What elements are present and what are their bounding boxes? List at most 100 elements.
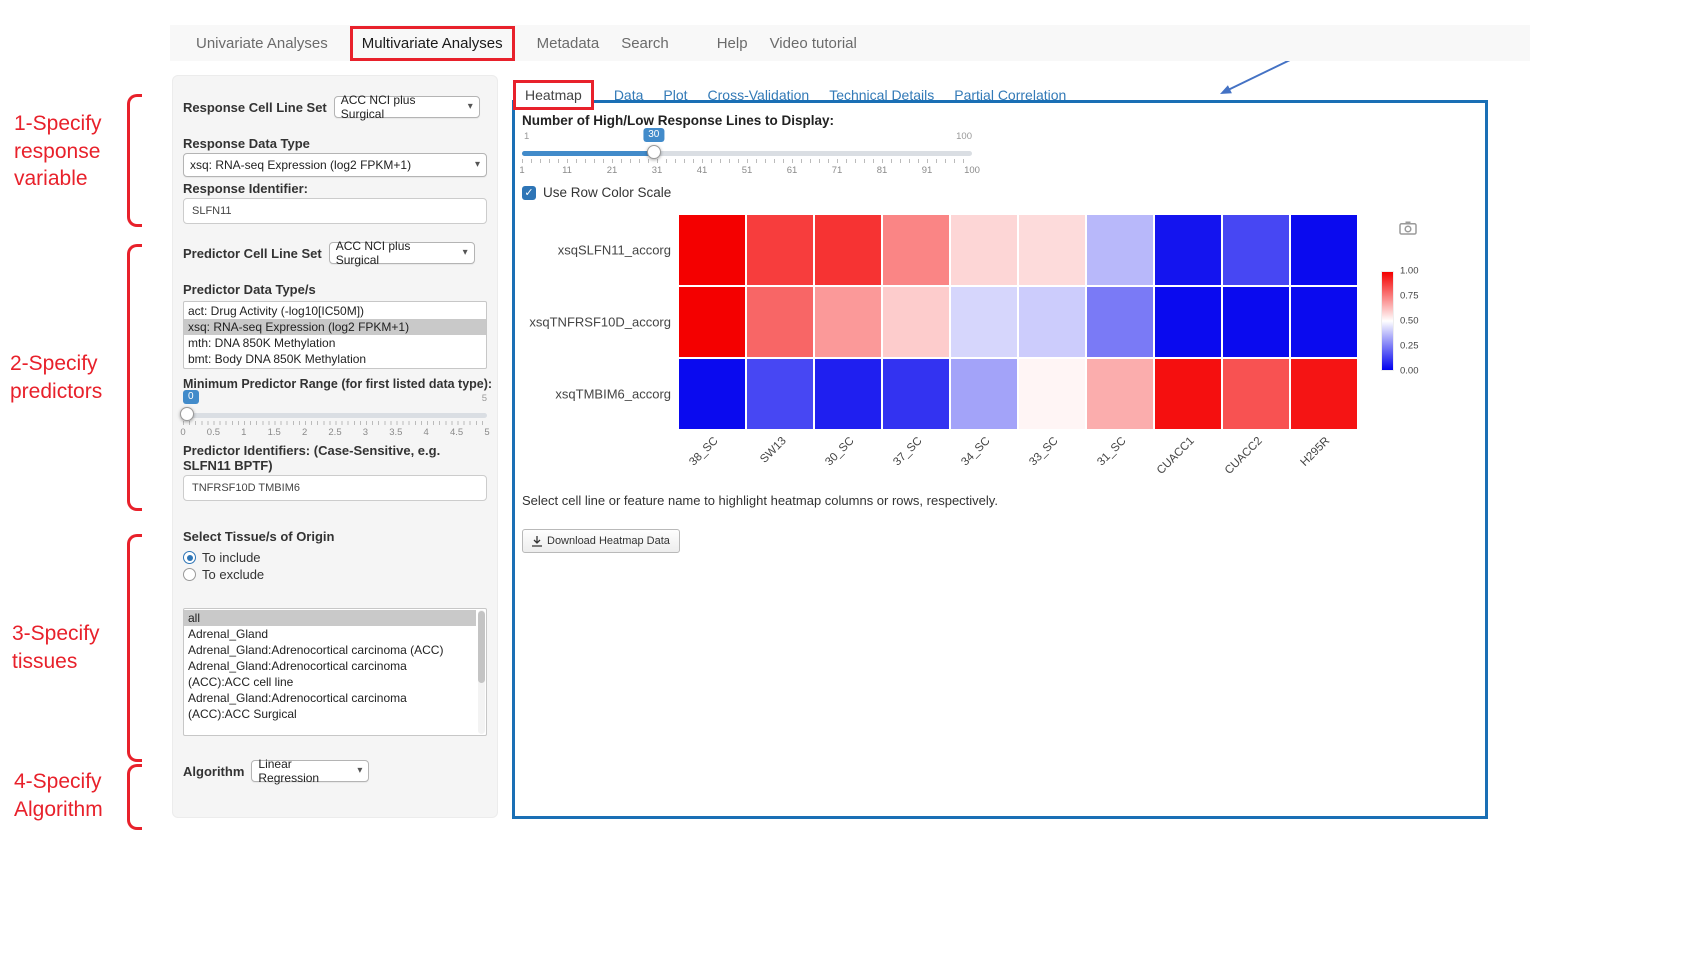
- heatmap-cell[interactable]: [1087, 287, 1153, 357]
- predictor-data-type-option[interactable]: xsq: RNA-seq Expression (log2 FPKM+1): [184, 319, 486, 335]
- tab-plot[interactable]: Plot: [663, 87, 688, 103]
- heatmap-cell[interactable]: [883, 215, 949, 285]
- nav-item-search[interactable]: Search: [621, 34, 669, 52]
- response-lines-slider[interactable]: 1 100 1 11 21 31 41 51 61 71 81 91 100 30: [519, 128, 980, 177]
- tissue-option[interactable]: Adrenal_Gland:Adrenocortical carcinoma (…: [188, 659, 407, 689]
- heatmap-cell[interactable]: [1155, 215, 1221, 285]
- heatmap-row-label[interactable]: xsqTNFRSF10D_accorg: [529, 314, 671, 330]
- annotation-bracket-4: [127, 764, 142, 830]
- colorbar-tick-label: 1.00: [1400, 265, 1419, 277]
- use-row-color-scale-checkbox[interactable]: ✓: [522, 185, 536, 200]
- heatmap-col-label[interactable]: CUACC1: [1154, 435, 1197, 477]
- tissue-option[interactable]: Adrenal_Gland:Adrenocortical carcinoma (…: [188, 643, 444, 657]
- heatmap-row-label[interactable]: xsqTMBIM6_accorg: [555, 386, 671, 402]
- tab-cross-validation[interactable]: Cross-Validation: [707, 87, 810, 103]
- slider-max-label: 100: [956, 131, 972, 142]
- nav-item-video-tutorial[interactable]: Video tutorial: [769, 34, 857, 52]
- heatmap-cell[interactable]: [1155, 287, 1221, 357]
- nav-item-multivariate-analyses[interactable]: Multivariate Analyses: [349, 25, 515, 61]
- heatmap-cell[interactable]: [815, 215, 881, 285]
- heatmap-cell[interactable]: [951, 359, 1017, 429]
- min-predictor-range-slider[interactable]: 0 5 00.511.522.533.544.55 0: [180, 390, 490, 439]
- heatmap-cell[interactable]: [1223, 215, 1289, 285]
- predictor-data-type-listbox[interactable]: act: Drug Activity (-log10[IC50M]) xsq: R…: [183, 301, 487, 369]
- tab-partial-correlation[interactable]: Partial Correlation: [954, 87, 1067, 103]
- tissue-option[interactable]: all: [184, 610, 476, 626]
- heatmap-cell[interactable]: [883, 359, 949, 429]
- response-data-type-select[interactable]: xsq: RNA-seq Expression (log2 FPKM+1) ▾: [183, 153, 487, 177]
- to-include-radio[interactable]: [183, 551, 196, 564]
- slider-value-badge: 0: [183, 390, 199, 404]
- heatmap-cell[interactable]: [1155, 359, 1221, 429]
- slider-tick-label: 0: [180, 427, 186, 438]
- predictor-data-types-label: Predictor Data Type/s: [183, 282, 316, 297]
- heatmap-cell[interactable]: [1291, 215, 1357, 285]
- to-exclude-radio[interactable]: [183, 568, 196, 581]
- slider-tick-label: 11: [562, 165, 572, 176]
- slider-handle[interactable]: [180, 407, 194, 421]
- response-cell-line-set-value: ACC NCI plus Surgical: [340, 93, 416, 121]
- heatmap-col-label[interactable]: 30_SC: [823, 435, 857, 469]
- predictor-cell-line-set-select[interactable]: ACC NCI plus Surgical ▾: [328, 239, 475, 267]
- scrollbar-track[interactable]: [478, 610, 485, 734]
- response-cell-line-set-select[interactable]: ACC NCI plus Surgical ▾: [333, 93, 480, 121]
- heatmap-cell[interactable]: [1019, 215, 1085, 285]
- heatmap-cell[interactable]: [747, 215, 813, 285]
- heatmap-col-label[interactable]: 31_SC: [1095, 435, 1129, 469]
- heatmap-cell[interactable]: [1291, 359, 1357, 429]
- heatmap-panel: Number of High/Low Response Lines to Dis…: [512, 100, 1488, 819]
- tab-data[interactable]: Data: [613, 87, 644, 103]
- tissue-listbox[interactable]: all Adrenal_Gland Adrenal_Gland:Adrenocort…: [183, 608, 487, 736]
- heatmap-col-label[interactable]: 34_SC: [959, 435, 993, 469]
- predictor-identifiers-input[interactable]: [183, 475, 487, 501]
- response-identifier-input[interactable]: [183, 198, 487, 224]
- heatmap-col-label[interactable]: CUACC2: [1222, 435, 1265, 477]
- heatmap-cell[interactable]: [1291, 287, 1357, 357]
- heatmap-cell[interactable]: [679, 287, 745, 357]
- tissue-option[interactable]: Adrenal_Gland: [188, 627, 269, 641]
- scrollbar-thumb[interactable]: [478, 611, 485, 683]
- heatmap-cell[interactable]: [1087, 215, 1153, 285]
- heatmap-cell[interactable]: [951, 287, 1017, 357]
- heatmap-cell[interactable]: [951, 215, 1017, 285]
- heatmap-cells: [679, 215, 1357, 429]
- tab-technical-details[interactable]: Technical Details: [829, 87, 935, 103]
- heatmap-cell[interactable]: [883, 287, 949, 357]
- heatmap-cell[interactable]: [679, 215, 745, 285]
- heatmap-cell[interactable]: [815, 287, 881, 357]
- heatmap-cell[interactable]: [747, 287, 813, 357]
- predictor-data-type-option[interactable]: act: Drug Activity (-log10[IC50M]): [188, 304, 365, 318]
- heatmap-cell[interactable]: [1223, 287, 1289, 357]
- camera-icon[interactable]: [1399, 221, 1417, 235]
- heatmap-cell[interactable]: [747, 359, 813, 429]
- heatmap-row-label[interactable]: xsqSLFN11_accorg: [557, 242, 671, 258]
- heatmap-cell[interactable]: [679, 359, 745, 429]
- heatmap-cell[interactable]: [1223, 359, 1289, 429]
- to-exclude-label: To exclude: [202, 567, 265, 582]
- nav-item-univariate-analyses[interactable]: Univariate Analyses: [196, 34, 328, 52]
- slider-track[interactable]: [183, 413, 487, 418]
- heatmap-cell[interactable]: [1087, 359, 1153, 429]
- nav-item-metadata[interactable]: Metadata: [536, 34, 600, 52]
- download-heatmap-data-button[interactable]: Download Heatmap Data: [522, 529, 680, 553]
- nav-item-help[interactable]: Help: [716, 34, 748, 52]
- heatmap-cell[interactable]: [1019, 359, 1085, 429]
- heatmap-cell[interactable]: [1019, 287, 1085, 357]
- heatmap-col-label[interactable]: 33_SC: [1027, 435, 1061, 469]
- tissue-option[interactable]: Adrenal_Gland:Adrenocortical carcinoma (…: [188, 691, 407, 721]
- heatmap-col-label[interactable]: 37_SC: [891, 435, 925, 469]
- top-nav: Univariate Analyses Multivariate Analyses…: [170, 25, 1530, 61]
- algorithm-value: Linear Regression: [258, 757, 320, 785]
- predictor-data-type-option[interactable]: mth: DNA 850K Methylation: [188, 336, 336, 350]
- heatmap-col-label[interactable]: SW13: [757, 435, 789, 466]
- algorithm-select[interactable]: Linear Regression ▾: [251, 757, 370, 785]
- heatmap-col-label[interactable]: H295R: [1298, 435, 1333, 469]
- tab-heatmap[interactable]: Heatmap: [513, 80, 594, 110]
- slider-handle[interactable]: [646, 145, 661, 159]
- predictor-data-type-option[interactable]: bmt: Body DNA 850K Methylation: [188, 352, 367, 366]
- slider-track[interactable]: [522, 151, 972, 156]
- heatmap-cell[interactable]: [815, 359, 881, 429]
- slider-tick-label: 81: [876, 165, 888, 176]
- heatmap-col-label[interactable]: 38_SC: [687, 435, 721, 469]
- chevron-down-icon: ▾: [357, 765, 363, 776]
